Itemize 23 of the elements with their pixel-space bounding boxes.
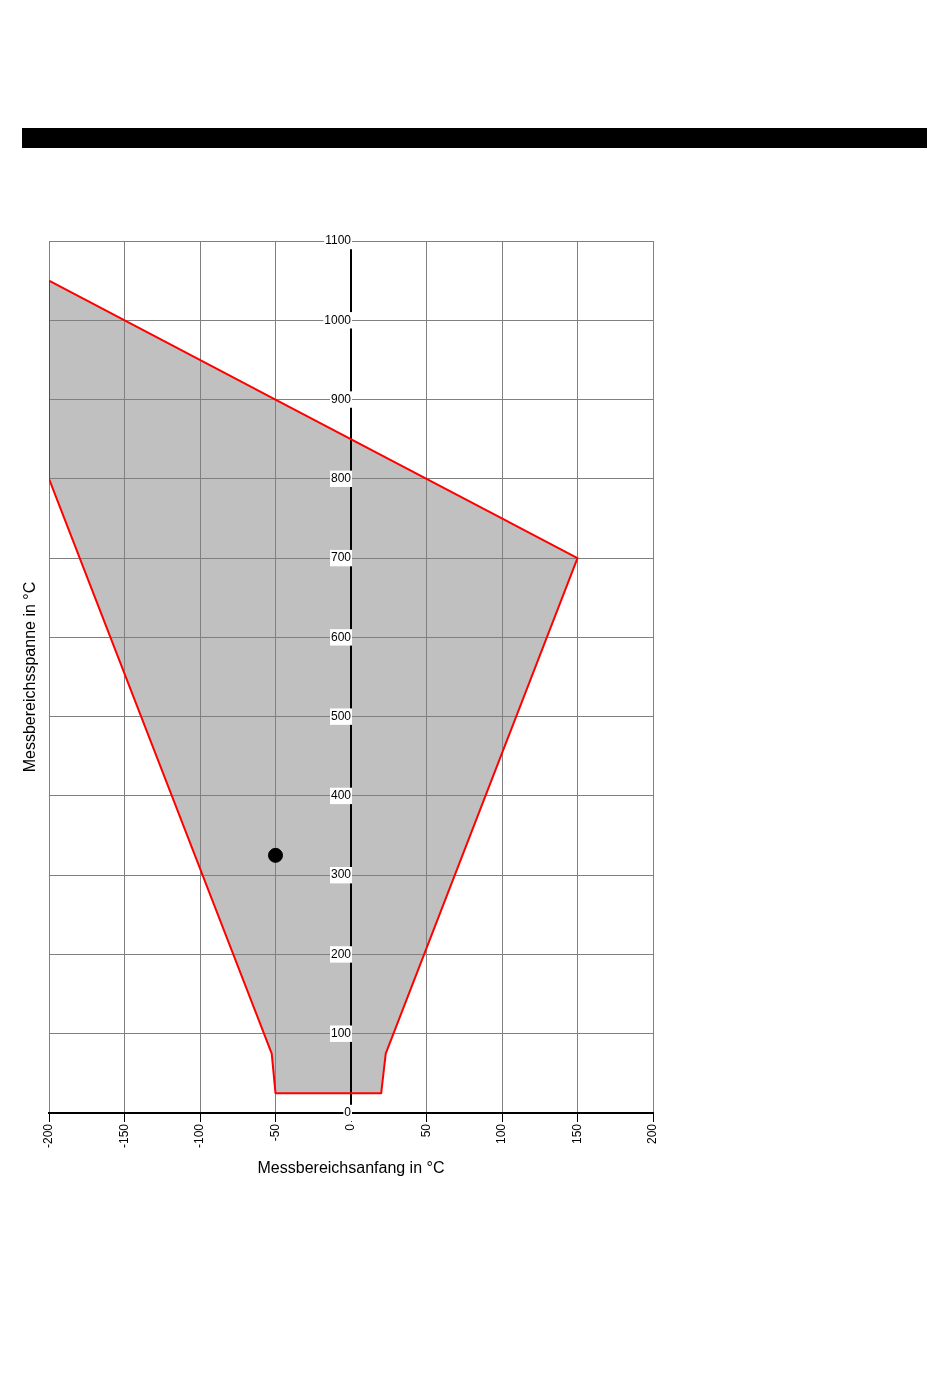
y-tick-label: 1000 bbox=[324, 312, 352, 327]
y-tick-label: 200 bbox=[330, 946, 352, 961]
x-tick-label: -150 bbox=[116, 1123, 131, 1149]
y-tick-label: 800 bbox=[330, 471, 352, 486]
x-tick-label: 50 bbox=[418, 1123, 433, 1138]
y-tick-label: 300 bbox=[330, 867, 352, 882]
y-tick-label: 500 bbox=[330, 708, 352, 723]
x-tick-label: 0 bbox=[343, 1123, 358, 1131]
x-tick-label: 100 bbox=[494, 1123, 509, 1145]
y-tick-label: 600 bbox=[330, 629, 352, 644]
y-axis-title: Messbereichsspanne in °C bbox=[21, 581, 39, 773]
y-tick-label: 700 bbox=[330, 550, 352, 565]
x-tick-label: -200 bbox=[41, 1123, 56, 1149]
x-tick-label: -50 bbox=[267, 1123, 282, 1142]
x-tick-label: -100 bbox=[192, 1123, 207, 1149]
x-tick-label: 150 bbox=[569, 1123, 584, 1145]
x-axis-title: Messbereichsanfang in °C bbox=[257, 1159, 445, 1177]
x-tick-label: 200 bbox=[645, 1123, 660, 1145]
y-tick-label: 900 bbox=[330, 391, 352, 406]
y-tick-label: 400 bbox=[330, 788, 352, 803]
y-tick-label: 1100 bbox=[325, 233, 352, 248]
y-tick-label: 0 bbox=[344, 1105, 352, 1120]
y-tick-label: 100 bbox=[330, 1026, 352, 1041]
